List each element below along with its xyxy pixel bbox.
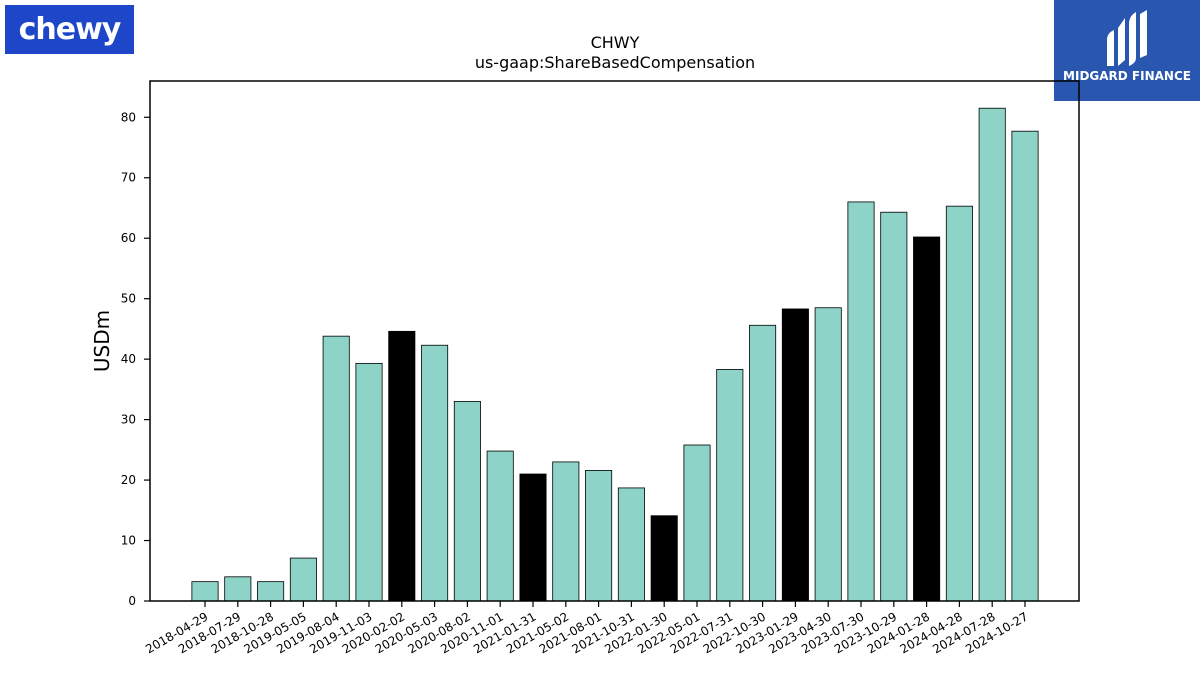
midgard-logo-text: MIDGARD FINANCE: [1063, 69, 1191, 83]
midgard-finance-logo: MIDGARD FINANCE: [1054, 0, 1200, 101]
bar-2020-05-03: [421, 344, 449, 602]
bar-2019-08-04: [322, 335, 350, 602]
bar-2019-05-05: [289, 557, 317, 602]
y-tick-label: 70: [121, 171, 136, 185]
chart-subtitle: us-gaap:ShareBasedCompensation: [475, 53, 755, 72]
bar-2021-05-02: [552, 461, 580, 602]
chewy-logo-text: chewy: [18, 12, 122, 47]
bar-2021-01-31: [519, 473, 547, 602]
bar-2024-10-27: [1011, 130, 1039, 602]
bar-2018-07-29: [224, 576, 252, 602]
y-axis-ticks: 0 10 20 30 40 50 60 70 80: [121, 110, 150, 608]
chart-title: CHWY: [591, 33, 640, 52]
y-tick-label: 10: [121, 534, 136, 548]
y-tick-label: 40: [121, 352, 136, 366]
bar-2020-08-02: [453, 401, 481, 602]
plot-frame: [149, 80, 1080, 602]
bar-2019-11-03: [355, 362, 383, 602]
bars-group: [191, 107, 1039, 602]
midgard-mark-icon: [1107, 10, 1147, 66]
bar-2021-08-01: [585, 469, 613, 602]
bar-2024-01-28: [913, 236, 941, 602]
bar-2023-10-29: [880, 211, 908, 602]
bar-2023-07-30: [847, 201, 875, 602]
bar-2022-01-30: [650, 515, 678, 602]
chewy-logo: chewy: [5, 5, 134, 54]
y-tick-label: 30: [121, 413, 136, 427]
bar-2018-04-29: [191, 581, 219, 602]
bar-2022-07-31: [716, 369, 744, 602]
y-tick-label: 80: [121, 110, 136, 124]
bar-2018-10-28: [257, 581, 285, 602]
bar-2023-01-29: [781, 308, 809, 602]
bar-2022-10-30: [749, 324, 777, 602]
x-axis-ticks: 2018-04-292018-07-292018-10-282019-05-05…: [143, 601, 1031, 656]
y-tick-label: 50: [121, 292, 136, 306]
y-tick-label: 0: [128, 594, 136, 608]
bar-2024-07-28: [978, 107, 1006, 602]
y-tick-label: 60: [121, 231, 136, 245]
bar-2023-04-30: [814, 307, 842, 602]
bar-2024-04-28: [945, 205, 973, 602]
bar-2020-02-02: [388, 330, 416, 602]
y-axis-label: USDm: [90, 310, 114, 372]
bar-2021-10-31: [617, 487, 645, 602]
y-tick-label: 20: [121, 473, 136, 487]
bar-2022-05-01: [683, 444, 711, 602]
bar-2020-11-01: [486, 450, 514, 602]
